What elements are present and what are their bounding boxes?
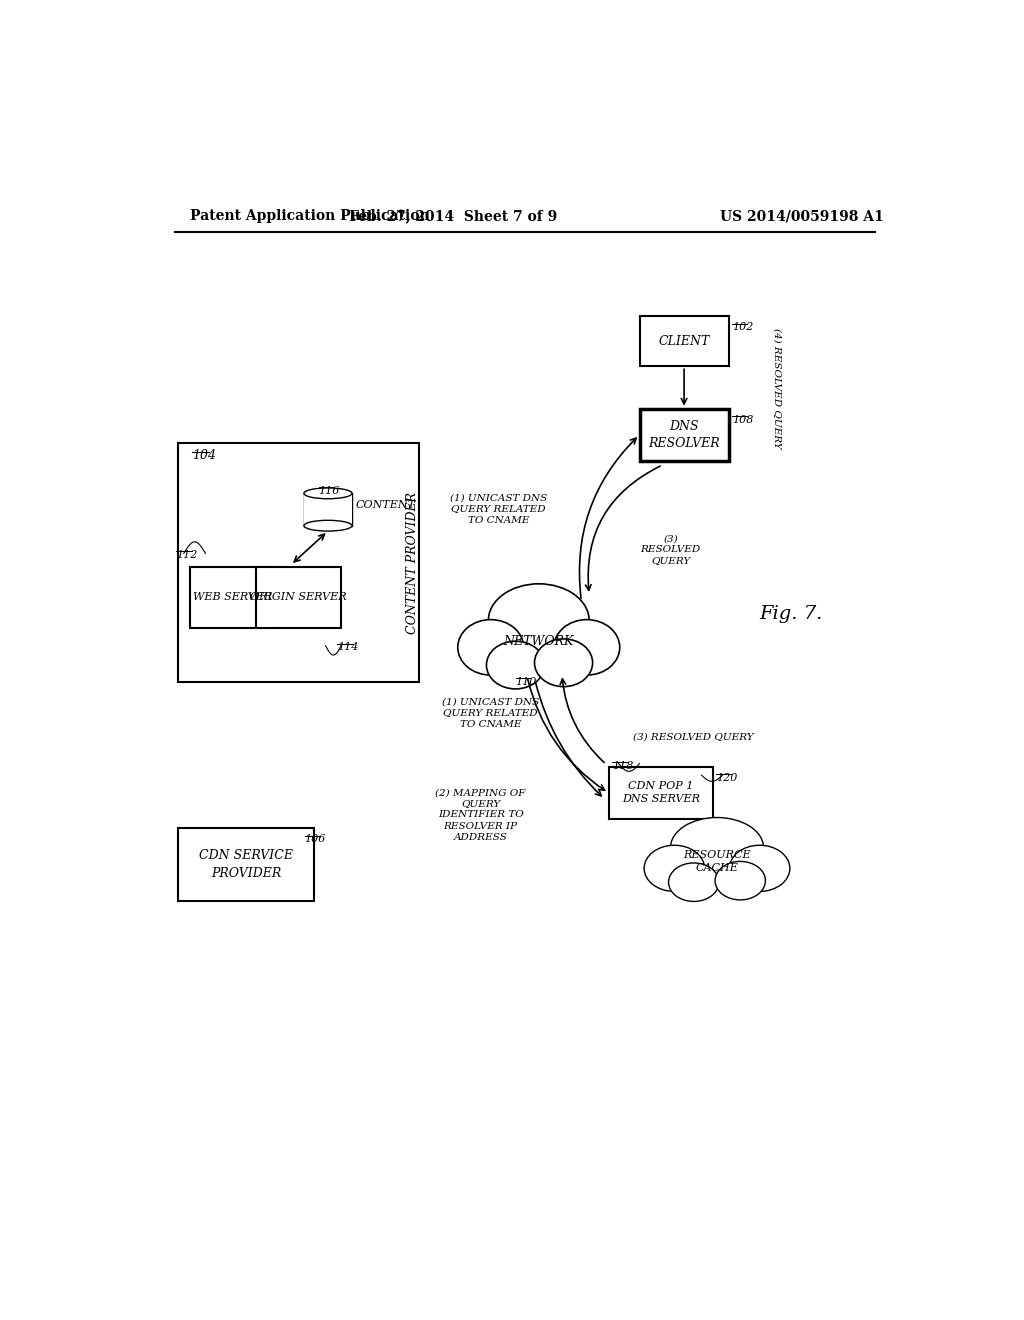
Text: 108: 108 [732,414,753,425]
Text: Fig. 7.: Fig. 7. [759,605,822,623]
Text: (1) UNICAST DNS
QUERY RELATED
TO CNAME: (1) UNICAST DNS QUERY RELATED TO CNAME [450,494,547,524]
Ellipse shape [729,845,790,891]
Ellipse shape [644,845,705,891]
Ellipse shape [715,862,765,900]
Ellipse shape [554,619,620,675]
Text: 106: 106 [305,834,326,845]
Ellipse shape [671,817,764,878]
Text: 104: 104 [193,449,216,462]
Text: (2) MAPPING OF
QUERY
IDENTIFIER TO
RESOLVER IP
ADDRESS: (2) MAPPING OF QUERY IDENTIFIER TO RESOL… [435,788,526,842]
Text: 112: 112 [176,549,198,560]
Ellipse shape [304,520,352,531]
Bar [304,494,352,525]
Text: CDN POP 1
DNS SERVER: CDN POP 1 DNS SERVER [622,781,699,804]
Text: CLIENT: CLIENT [658,335,710,347]
Text: CONTENT: CONTENT [355,500,415,510]
Bar [178,829,314,902]
Text: 116: 116 [318,486,340,495]
Bar [256,566,341,628]
Ellipse shape [304,488,352,499]
Text: CONTENT PROVIDER: CONTENT PROVIDER [406,491,419,634]
Ellipse shape [486,642,545,689]
Text: 110: 110 [515,677,537,686]
Text: (4) RESOLVED QUERY: (4) RESOLVED QUERY [772,327,781,449]
Bar [640,409,729,461]
Bar [190,566,275,628]
Text: 102: 102 [732,322,753,333]
Ellipse shape [535,639,593,686]
Text: 120: 120 [716,774,737,783]
Bar [608,767,713,818]
Bar [178,444,419,682]
Bar [640,317,729,367]
Text: 118: 118 [612,760,634,771]
Ellipse shape [669,863,719,902]
Text: 114: 114 [337,642,358,652]
Text: (3)
RESOLVED
QUERY: (3) RESOLVED QUERY [640,535,700,565]
Text: Patent Application Publication: Patent Application Publication [190,209,430,223]
Text: (1) UNICAST DNS
QUERY RELATED
TO CNAME: (1) UNICAST DNS QUERY RELATED TO CNAME [442,697,540,729]
Text: (3) RESOLVED QUERY: (3) RESOLVED QUERY [634,733,754,741]
Ellipse shape [488,583,589,657]
Text: Feb. 27, 2014  Sheet 7 of 9: Feb. 27, 2014 Sheet 7 of 9 [349,209,558,223]
Text: US 2014/0059198 A1: US 2014/0059198 A1 [720,209,884,223]
Text: NETWORK: NETWORK [504,635,573,648]
Text: ORIGIN SERVER: ORIGIN SERVER [250,593,347,602]
Text: DNS
RESOLVER: DNS RESOLVER [648,420,720,450]
Text: CDN SERVICE
PROVIDER: CDN SERVICE PROVIDER [200,849,293,880]
Ellipse shape [458,619,523,675]
Text: WEB SERVER: WEB SERVER [193,593,272,602]
Text: RESOURCE
CACHE: RESOURCE CACHE [683,850,751,873]
